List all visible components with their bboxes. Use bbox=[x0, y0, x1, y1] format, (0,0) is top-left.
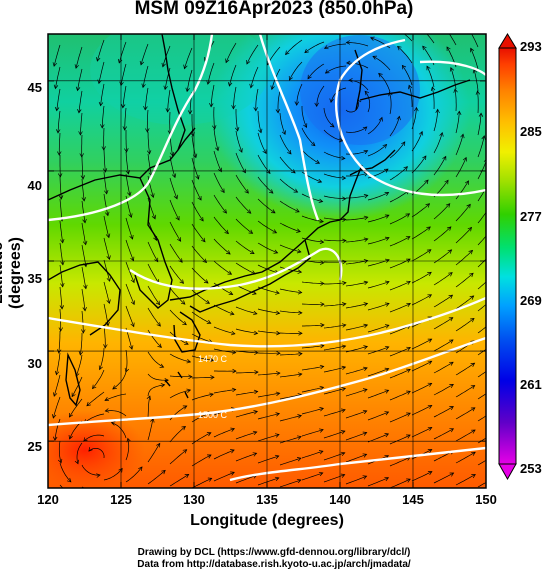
xtick-label-125: 125 bbox=[110, 492, 132, 507]
colorbar-min-arrow bbox=[498, 463, 517, 481]
map-title: MSM 09Z16Apr2023 (850.0hPa) bbox=[134, 0, 414, 19]
coastlines bbox=[48, 34, 471, 407]
geopotential-contours bbox=[48, 34, 486, 482]
axis-ticks bbox=[47, 34, 487, 488]
colorbar-label-253: 253 bbox=[520, 461, 542, 476]
credit-drawing: Drawing by DCL (https://www.gfd-dennou.o… bbox=[137, 547, 411, 558]
xtick-label-130: 130 bbox=[183, 492, 205, 507]
xtick-label-140: 140 bbox=[329, 492, 351, 507]
colorbar-label-293: 293 bbox=[520, 39, 542, 54]
credit-data: Data from http://database.rish.kyoto-u.a… bbox=[137, 559, 411, 570]
x-axis-label: Longitude (degrees) bbox=[190, 512, 344, 529]
ytick-label-30: 30 bbox=[27, 356, 42, 371]
colorbar-label-285: 285 bbox=[520, 124, 542, 139]
grid-lines bbox=[48, 34, 486, 488]
colorbar-label-261: 261 bbox=[520, 377, 542, 392]
ytick-label-25: 25 bbox=[27, 439, 42, 454]
xtick-label-150: 150 bbox=[475, 492, 497, 507]
ytick-label-45: 45 bbox=[27, 80, 42, 95]
ytick-label-40: 40 bbox=[27, 178, 42, 193]
colorbar bbox=[498, 33, 517, 481]
ytick-label-35: 35 bbox=[27, 271, 42, 286]
y-axis-label: Latitude (degrees) bbox=[0, 236, 24, 310]
xtick-label-145: 145 bbox=[402, 492, 424, 507]
contour-label-1470: 1470 C bbox=[198, 354, 228, 364]
colorbar-label-269: 269 bbox=[520, 293, 542, 308]
colorbar-max-arrow bbox=[498, 33, 517, 49]
contour-label-1500: 1500 C bbox=[198, 410, 228, 420]
xtick-label-135: 135 bbox=[256, 492, 278, 507]
colorbar-label-277: 277 bbox=[520, 209, 542, 224]
xtick-label-120: 120 bbox=[37, 492, 59, 507]
